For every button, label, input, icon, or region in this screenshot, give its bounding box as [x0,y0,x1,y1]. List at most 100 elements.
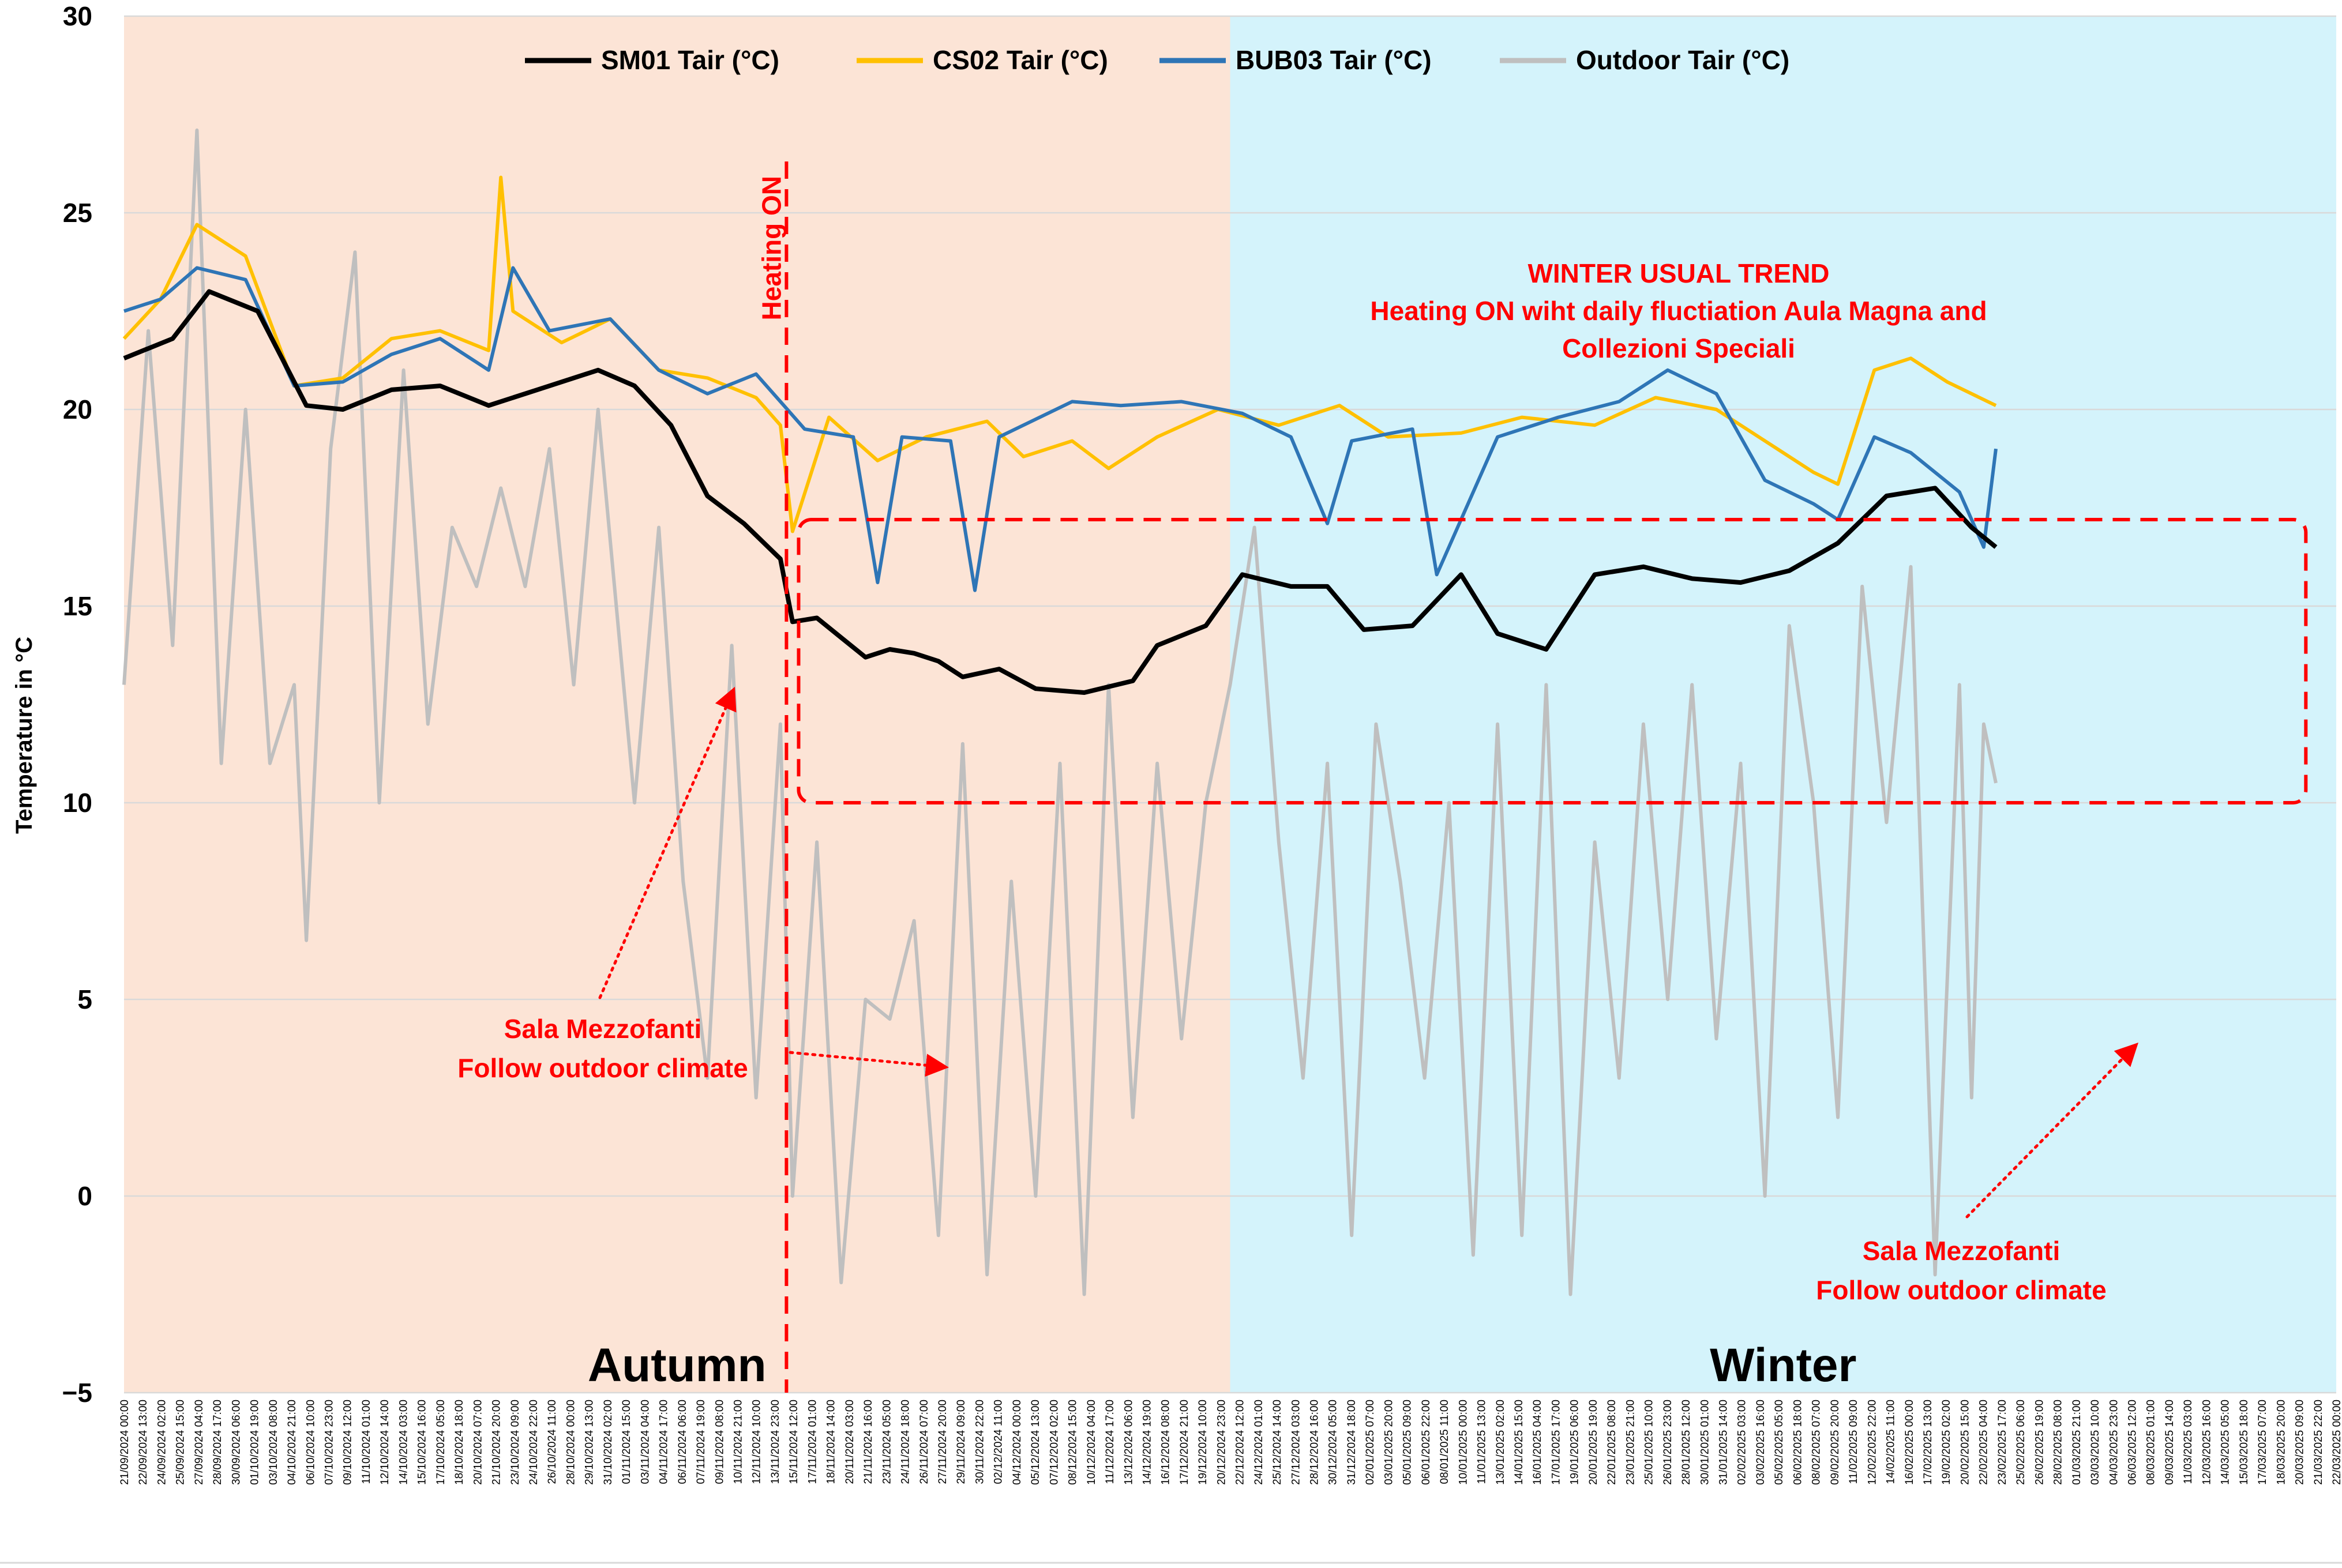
x-tick-label-3: 25/09/2024 15:00 [175,1400,187,1485]
legend-entry-1: CS02 Tair (°C) [933,45,1108,75]
x-tick-label-115: 17/03/2025 07:00 [2257,1400,2269,1485]
y-axis: −5 0 5 10 15 20 25 30 [62,1,92,1408]
x-tick-label-19: 20/10/2024 07:00 [472,1400,484,1485]
sala-left-line-1: Follow outdoor climate [457,1053,748,1083]
legend-entry-0: SM01 Tair (°C) [601,45,779,75]
x-tick-label-95: 14/02/2025 11:00 [1885,1400,1897,1484]
x-tick-label-29: 04/11/2024 17:00 [658,1400,670,1484]
x-tick-label-15: 14/10/2024 03:00 [397,1400,410,1485]
x-tick-label-97: 17/02/2025 13:00 [1922,1400,1934,1485]
y-tick-label-1: 0 [77,1181,92,1211]
annotation-arrow-0 [598,686,737,999]
x-tick-label-62: 25/12/2024 14:00 [1271,1400,1283,1485]
x-tick-label-112: 12/03/2025 16:00 [2201,1400,2213,1485]
x-tick-label-18: 18/10/2024 18:00 [453,1400,466,1485]
x-tick-label-58: 19/12/2024 10:00 [1197,1400,1209,1485]
x-tick-label-46: 30/11/2024 22:00 [974,1400,986,1484]
x-tick-label-66: 31/12/2024 18:00 [1346,1400,1358,1485]
x-tick-label-93: 11/02/2025 09:00 [1848,1400,1860,1484]
x-tick-label-57: 17/12/2024 21:00 [1178,1400,1191,1485]
x-tick-label-48: 04/12/2024 00:00 [1011,1400,1023,1485]
x-tick-label-74: 13/01/2025 02:00 [1495,1400,1507,1485]
sala-left-line-0: Sala Mezzofanti [504,1014,702,1044]
x-tick-label-72: 10/01/2025 00:00 [1457,1400,1469,1485]
x-tick-label-31: 07/11/2024 19:00 [695,1400,707,1484]
x-tick-label-89: 05/02/2025 05:00 [1773,1400,1785,1485]
x-tick-label-7: 01/10/2024 19:00 [249,1400,261,1485]
x-tick-label-35: 13/11/2024 23:00 [770,1400,782,1484]
x-tick-label-50: 07/12/2024 02:00 [1048,1400,1060,1485]
x-tick-label-96: 16/02/2025 00:00 [1904,1400,1916,1485]
x-tick-label-2: 24/09/2024 02:00 [156,1400,168,1485]
x-tick-label-103: 26/02/2025 19:00 [2033,1400,2046,1485]
x-tick-label-0: 21/09/2024 00:00 [119,1400,131,1485]
x-tick-label-64: 28/12/2024 16:00 [1309,1400,1321,1485]
y-tick-label-2: 5 [77,984,92,1014]
x-tick-label-13: 11/10/2024 01:00 [361,1400,373,1484]
x-tick-label-11: 07/10/2024 23:00 [324,1400,336,1485]
x-tick-label-92: 09/02/2025 20:00 [1829,1400,1841,1485]
x-tick-label-78: 19/01/2025 06:00 [1569,1400,1581,1485]
x-tick-label-53: 11/12/2024 17:00 [1104,1400,1116,1484]
x-tick-label-28: 03/11/2024 04:00 [639,1400,651,1484]
legend-entry-2: BUB03 Tair (°C) [1236,45,1432,75]
y-tick-label-7: 30 [63,1,92,31]
x-tick-label-84: 28/01/2025 12:00 [1680,1400,1692,1485]
x-tick-label-33: 10/11/2024 21:00 [733,1400,745,1484]
x-tick-label-49: 05/12/2024 13:00 [1030,1400,1042,1485]
x-tick-label-113: 14/03/2025 05:00 [2220,1400,2232,1485]
x-tick-label-27: 01/11/2024 15:00 [621,1400,633,1484]
x-tick-label-6: 30/09/2024 06:00 [230,1400,242,1485]
x-tick-label-26: 31/10/2024 02:00 [602,1400,614,1485]
series-line-1 [122,175,1997,533]
x-tick-label-68: 03/01/2025 20:00 [1383,1400,1395,1485]
x-tick-label-70: 06/01/2025 22:00 [1420,1400,1432,1485]
x-tick-label-54: 13/12/2024 06:00 [1123,1400,1135,1485]
x-tick-label-69: 05/01/2025 09:00 [1402,1400,1414,1485]
x-tick-label-12: 09/10/2024 12:00 [342,1400,354,1485]
x-tick-label-110: 09/03/2025 14:00 [2164,1400,2176,1485]
legend-entry-3: Outdoor Tair (°C) [1576,45,1789,75]
x-tick-label-106: 03/03/2025 10:00 [2089,1400,2101,1485]
series-lines [122,128,1998,1296]
x-tick-label-80: 22/01/2025 08:00 [1606,1400,1618,1485]
x-tick-label-71: 08/01/2025 11:00 [1439,1400,1451,1484]
x-tick-label-108: 06/03/2025 12:00 [2127,1400,2139,1485]
season-bands: Autumn Winter [124,16,2336,1393]
sala-right-line-1: Follow outdoor climate [1816,1275,2106,1305]
x-tick-label-43: 26/11/2024 07:00 [918,1400,930,1484]
x-tick-label-30: 06/11/2024 06:00 [677,1400,689,1484]
x-tick-label-20: 21/10/2024 20:00 [491,1400,503,1485]
x-tick-label-102: 25/02/2025 06:00 [2015,1400,2027,1485]
x-tick-label-114: 15/03/2025 18:00 [2238,1400,2250,1485]
x-tick-label-41: 23/11/2024 05:00 [881,1400,893,1484]
x-tick-label-119: 22/03/2025 00:00 [2331,1400,2342,1485]
x-tick-label-99: 20/02/2025 15:00 [1960,1400,1972,1485]
y-axis-label: Temperature in °C [12,637,37,834]
winter-trend-line-0: WINTER USUAL TREND [1527,258,1829,288]
x-tick-label-37: 17/11/2024 01:00 [806,1400,819,1484]
x-tick-label-32: 09/11/2024 08:00 [714,1400,726,1484]
x-tick-label-90: 06/02/2025 18:00 [1792,1400,1804,1485]
x-tick-label-36: 15/11/2024 12:00 [788,1400,800,1484]
legend: SM01 Tair (°C) CS02 Tair (°C) BUB03 Tair (… [525,45,1789,75]
x-tick-label-77: 17/01/2025 17:00 [1551,1400,1563,1485]
y-tick-label-6: 25 [63,198,92,228]
x-tick-label-59: 20/12/2024 23:00 [1215,1400,1228,1485]
x-axis: 21/09/2024 00:00 22/09/2024 13:00 24/09/20… [0,1400,2342,1564]
annotation-arrow-2 [1965,1042,2139,1219]
x-tick-label-56: 16/12/2024 08:00 [1160,1400,1172,1485]
x-tick-label-87: 02/02/2025 03:00 [1736,1400,1748,1485]
x-tick-label-1: 22/09/2024 13:00 [137,1400,149,1485]
x-tick-label-91: 08/02/2025 07:00 [1811,1400,1823,1485]
x-tick-label-104: 28/02/2025 08:00 [2052,1400,2065,1485]
x-tick-label-117: 20/03/2025 09:00 [2294,1400,2306,1485]
x-tick-label-65: 30/12/2024 05:00 [1327,1400,1339,1485]
x-tick-label-98: 19/02/2025 02:00 [1941,1400,1953,1485]
x-tick-label-79: 20/01/2025 19:00 [1587,1400,1600,1485]
series-line-0 [123,289,1998,695]
x-tick-label-61: 24/12/2024 01:00 [1253,1400,1265,1485]
x-tick-label-25: 29/10/2024 13:00 [584,1400,596,1485]
season-label-0: Autumn [588,1339,767,1392]
